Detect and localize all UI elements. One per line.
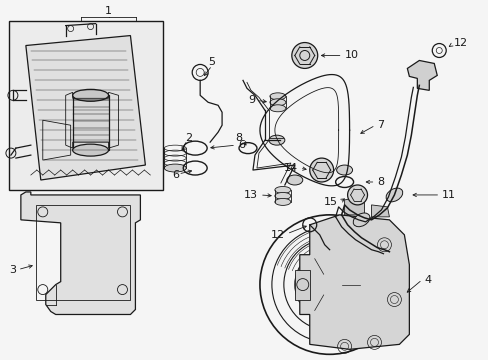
Ellipse shape xyxy=(269,99,285,106)
Polygon shape xyxy=(21,192,140,315)
Ellipse shape xyxy=(268,135,285,145)
Ellipse shape xyxy=(386,188,402,202)
Ellipse shape xyxy=(269,105,285,112)
Text: 2: 2 xyxy=(185,133,192,143)
Ellipse shape xyxy=(73,89,108,101)
Text: 4: 4 xyxy=(424,275,430,285)
Text: 13: 13 xyxy=(244,190,258,200)
Text: 12: 12 xyxy=(453,37,468,48)
Text: 7: 7 xyxy=(377,120,384,130)
Text: 1: 1 xyxy=(105,6,112,15)
Text: 8: 8 xyxy=(234,133,242,143)
Polygon shape xyxy=(371,205,388,217)
Bar xyxy=(294,270,309,300)
Polygon shape xyxy=(299,215,408,349)
Circle shape xyxy=(309,158,333,182)
Ellipse shape xyxy=(286,175,302,185)
Bar xyxy=(36,205,130,300)
Text: 9: 9 xyxy=(247,95,254,105)
Text: 10: 10 xyxy=(344,50,358,60)
Polygon shape xyxy=(26,36,145,180)
Text: 3: 3 xyxy=(9,265,16,275)
Bar xyxy=(73,95,108,150)
Text: 11: 11 xyxy=(441,190,455,200)
Ellipse shape xyxy=(274,193,290,199)
Ellipse shape xyxy=(73,144,108,156)
Bar xyxy=(9,21,163,190)
Ellipse shape xyxy=(164,164,186,172)
Ellipse shape xyxy=(274,186,290,193)
Text: 8: 8 xyxy=(377,177,384,187)
Text: 5: 5 xyxy=(208,58,215,67)
Polygon shape xyxy=(344,197,364,215)
Text: 15: 15 xyxy=(323,197,337,207)
Polygon shape xyxy=(407,60,436,90)
Circle shape xyxy=(291,42,317,68)
Text: 6: 6 xyxy=(238,140,244,150)
Text: 6: 6 xyxy=(171,170,179,180)
Text: 12: 12 xyxy=(270,230,285,240)
Ellipse shape xyxy=(352,213,369,227)
Ellipse shape xyxy=(336,165,352,175)
Ellipse shape xyxy=(269,93,285,100)
Text: 14: 14 xyxy=(283,163,297,173)
Ellipse shape xyxy=(274,198,290,206)
Circle shape xyxy=(347,185,367,205)
